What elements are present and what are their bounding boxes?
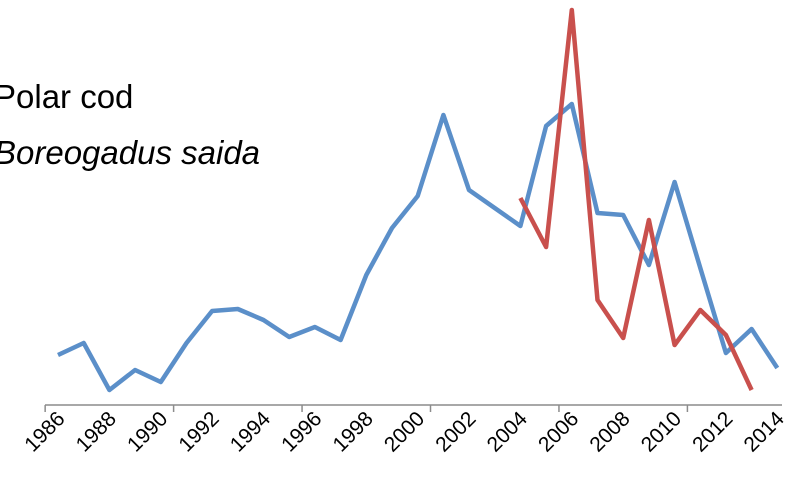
- x-tick-label: 1988: [72, 407, 121, 456]
- x-tick-label: 2004: [483, 407, 533, 457]
- chart-title: Polar cod: [0, 78, 133, 115]
- x-tick-label: 1990: [123, 407, 172, 456]
- x-tick-label: 1996: [277, 407, 326, 456]
- x-tick-label: 2010: [637, 407, 686, 456]
- x-tick-label: 1992: [174, 407, 223, 456]
- x-tick-label: 2006: [534, 407, 583, 456]
- x-tick-label: 1998: [329, 407, 378, 456]
- x-tick-label: 2012: [688, 407, 737, 456]
- chart-subtitle: Boreogadus saida: [0, 134, 260, 171]
- series-line: [57, 101, 780, 393]
- series-line: [518, 7, 754, 391]
- x-tick-label: 1986: [20, 407, 69, 456]
- x-tick-label: 2000: [380, 407, 429, 456]
- x-tick-label: 2008: [585, 407, 634, 456]
- x-tick-label: 2014: [740, 407, 787, 457]
- x-tick-label: 2002: [431, 407, 480, 456]
- x-tick-label: 1994: [226, 407, 276, 457]
